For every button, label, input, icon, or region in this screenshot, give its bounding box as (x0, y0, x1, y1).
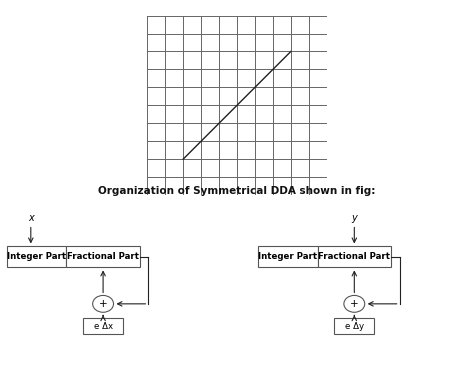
Text: Organization of Symmetrical DDA shown in fig:: Organization of Symmetrical DDA shown in… (98, 186, 376, 196)
Text: e Δy: e Δy (345, 322, 364, 331)
Text: Fractional Part: Fractional Part (319, 252, 390, 261)
Bar (66, 246, 140, 268)
Text: Fractional Part: Fractional Part (67, 252, 139, 261)
Text: Integer Part: Integer Part (258, 252, 318, 261)
Text: Integer Part: Integer Part (7, 252, 66, 261)
Bar (83, 318, 123, 335)
Text: x: x (28, 213, 34, 223)
Text: e Δx: e Δx (93, 322, 113, 331)
Bar (334, 318, 374, 335)
Text: +: + (350, 299, 359, 309)
Bar (7, 246, 66, 268)
Text: +: + (99, 299, 108, 309)
Circle shape (92, 295, 113, 312)
Text: y: y (351, 213, 357, 223)
Circle shape (344, 295, 365, 312)
Bar (318, 246, 391, 268)
Bar (258, 246, 318, 268)
